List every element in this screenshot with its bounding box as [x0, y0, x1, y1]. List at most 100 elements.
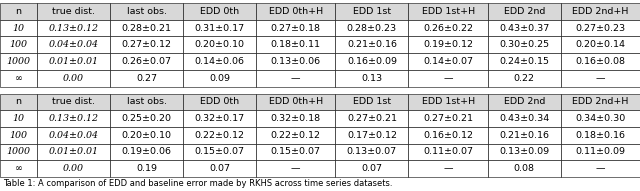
Text: 0.08: 0.08	[514, 164, 535, 173]
Text: EDD 2nd+H: EDD 2nd+H	[572, 7, 628, 16]
Bar	[256, 53, 335, 70]
Bar	[256, 110, 335, 127]
Text: 0.28±0.21: 0.28±0.21	[122, 23, 172, 32]
Bar	[488, 110, 561, 127]
Bar	[488, 36, 561, 53]
Text: 0.07: 0.07	[209, 164, 230, 173]
Text: 0.25±0.20: 0.25±0.20	[122, 114, 172, 123]
Text: —: —	[444, 164, 453, 173]
Text: EDD 2nd: EDD 2nd	[504, 97, 545, 106]
Bar	[0, 160, 37, 177]
Bar	[561, 94, 640, 110]
Bar	[408, 94, 488, 110]
Text: 0.04±0.04: 0.04±0.04	[49, 40, 99, 49]
Text: true dist.: true dist.	[52, 7, 95, 16]
Text: 1000: 1000	[6, 147, 31, 156]
Bar	[408, 53, 488, 70]
Text: —: —	[596, 164, 605, 173]
Text: 10: 10	[12, 114, 24, 123]
Text: 0.31±0.17: 0.31±0.17	[195, 23, 244, 32]
Text: 0.16±0.09: 0.16±0.09	[347, 57, 397, 66]
Text: 0.32±0.17: 0.32±0.17	[195, 114, 244, 123]
Text: 0.01±0.01: 0.01±0.01	[49, 147, 99, 156]
Bar	[408, 110, 488, 127]
Text: 0.13±0.09: 0.13±0.09	[499, 147, 549, 156]
Text: 0.15±0.07: 0.15±0.07	[195, 147, 244, 156]
Text: 0.27±0.21: 0.27±0.21	[347, 114, 397, 123]
Text: 0.26±0.07: 0.26±0.07	[122, 57, 172, 66]
Text: 0.27±0.21: 0.27±0.21	[423, 114, 473, 123]
Text: last obs.: last obs.	[127, 7, 166, 16]
Bar	[110, 3, 183, 20]
Bar	[561, 20, 640, 36]
Bar	[561, 160, 640, 177]
Text: 0.16±0.12: 0.16±0.12	[423, 131, 473, 140]
Bar	[335, 53, 408, 70]
Bar	[256, 127, 335, 144]
Text: 0.28±0.23: 0.28±0.23	[347, 23, 397, 32]
Bar	[110, 94, 183, 110]
Text: 0.18±0.16: 0.18±0.16	[575, 131, 625, 140]
Text: —: —	[444, 74, 453, 83]
Text: 0.21±0.16: 0.21±0.16	[499, 131, 549, 140]
Bar	[335, 160, 408, 177]
Bar	[37, 144, 110, 160]
Bar	[561, 53, 640, 70]
Text: 0.19±0.12: 0.19±0.12	[423, 40, 473, 49]
Text: EDD 0th+H: EDD 0th+H	[269, 7, 323, 16]
Text: true dist.: true dist.	[52, 97, 95, 106]
Text: 0.30±0.25: 0.30±0.25	[499, 40, 549, 49]
Text: 0.16±0.08: 0.16±0.08	[575, 57, 625, 66]
Text: 1000: 1000	[6, 57, 31, 66]
Bar	[37, 70, 110, 87]
Text: 0.11±0.09: 0.11±0.09	[575, 147, 625, 156]
Bar	[110, 160, 183, 177]
Bar	[488, 144, 561, 160]
Text: 0.26±0.22: 0.26±0.22	[423, 23, 473, 32]
Bar	[561, 144, 640, 160]
Text: n: n	[15, 97, 22, 106]
Bar	[0, 127, 37, 144]
Text: 0.00: 0.00	[63, 164, 84, 173]
Text: 0.20±0.10: 0.20±0.10	[195, 40, 244, 49]
Bar	[335, 70, 408, 87]
Text: 0.13: 0.13	[362, 74, 383, 83]
Bar	[183, 20, 256, 36]
Text: ∞: ∞	[15, 164, 22, 173]
Bar	[37, 160, 110, 177]
Text: 0.13±0.12: 0.13±0.12	[49, 114, 99, 123]
Text: 0.17±0.12: 0.17±0.12	[347, 131, 397, 140]
Text: 0.20±0.14: 0.20±0.14	[575, 40, 625, 49]
Text: 0.22±0.12: 0.22±0.12	[195, 131, 244, 140]
Bar	[0, 36, 37, 53]
Bar	[488, 94, 561, 110]
Bar	[561, 127, 640, 144]
Bar	[256, 20, 335, 36]
Text: Table 1: A comparison of EDD and baseline error made by RKHS across time series : Table 1: A comparison of EDD and baselin…	[3, 179, 393, 188]
Bar	[0, 94, 37, 110]
Text: 0.14±0.07: 0.14±0.07	[423, 57, 473, 66]
Text: EDD 1st+H: EDD 1st+H	[422, 97, 475, 106]
Text: 0.22: 0.22	[514, 74, 535, 83]
Bar	[561, 70, 640, 87]
Text: 100: 100	[10, 40, 28, 49]
Text: 0.18±0.11: 0.18±0.11	[271, 40, 321, 49]
Text: 0.19±0.06: 0.19±0.06	[122, 147, 172, 156]
Bar	[0, 70, 37, 87]
Bar	[488, 20, 561, 36]
Bar	[488, 53, 561, 70]
Text: 0.19: 0.19	[136, 164, 157, 173]
Bar	[561, 3, 640, 20]
Text: EDD 2nd: EDD 2nd	[504, 7, 545, 16]
Bar	[110, 127, 183, 144]
Text: ∞: ∞	[15, 74, 22, 83]
Bar	[0, 144, 37, 160]
Bar	[256, 94, 335, 110]
Bar	[110, 53, 183, 70]
Bar	[256, 144, 335, 160]
Bar	[183, 144, 256, 160]
Bar	[256, 160, 335, 177]
Text: 10: 10	[12, 23, 24, 32]
Bar	[37, 127, 110, 144]
Bar	[110, 110, 183, 127]
